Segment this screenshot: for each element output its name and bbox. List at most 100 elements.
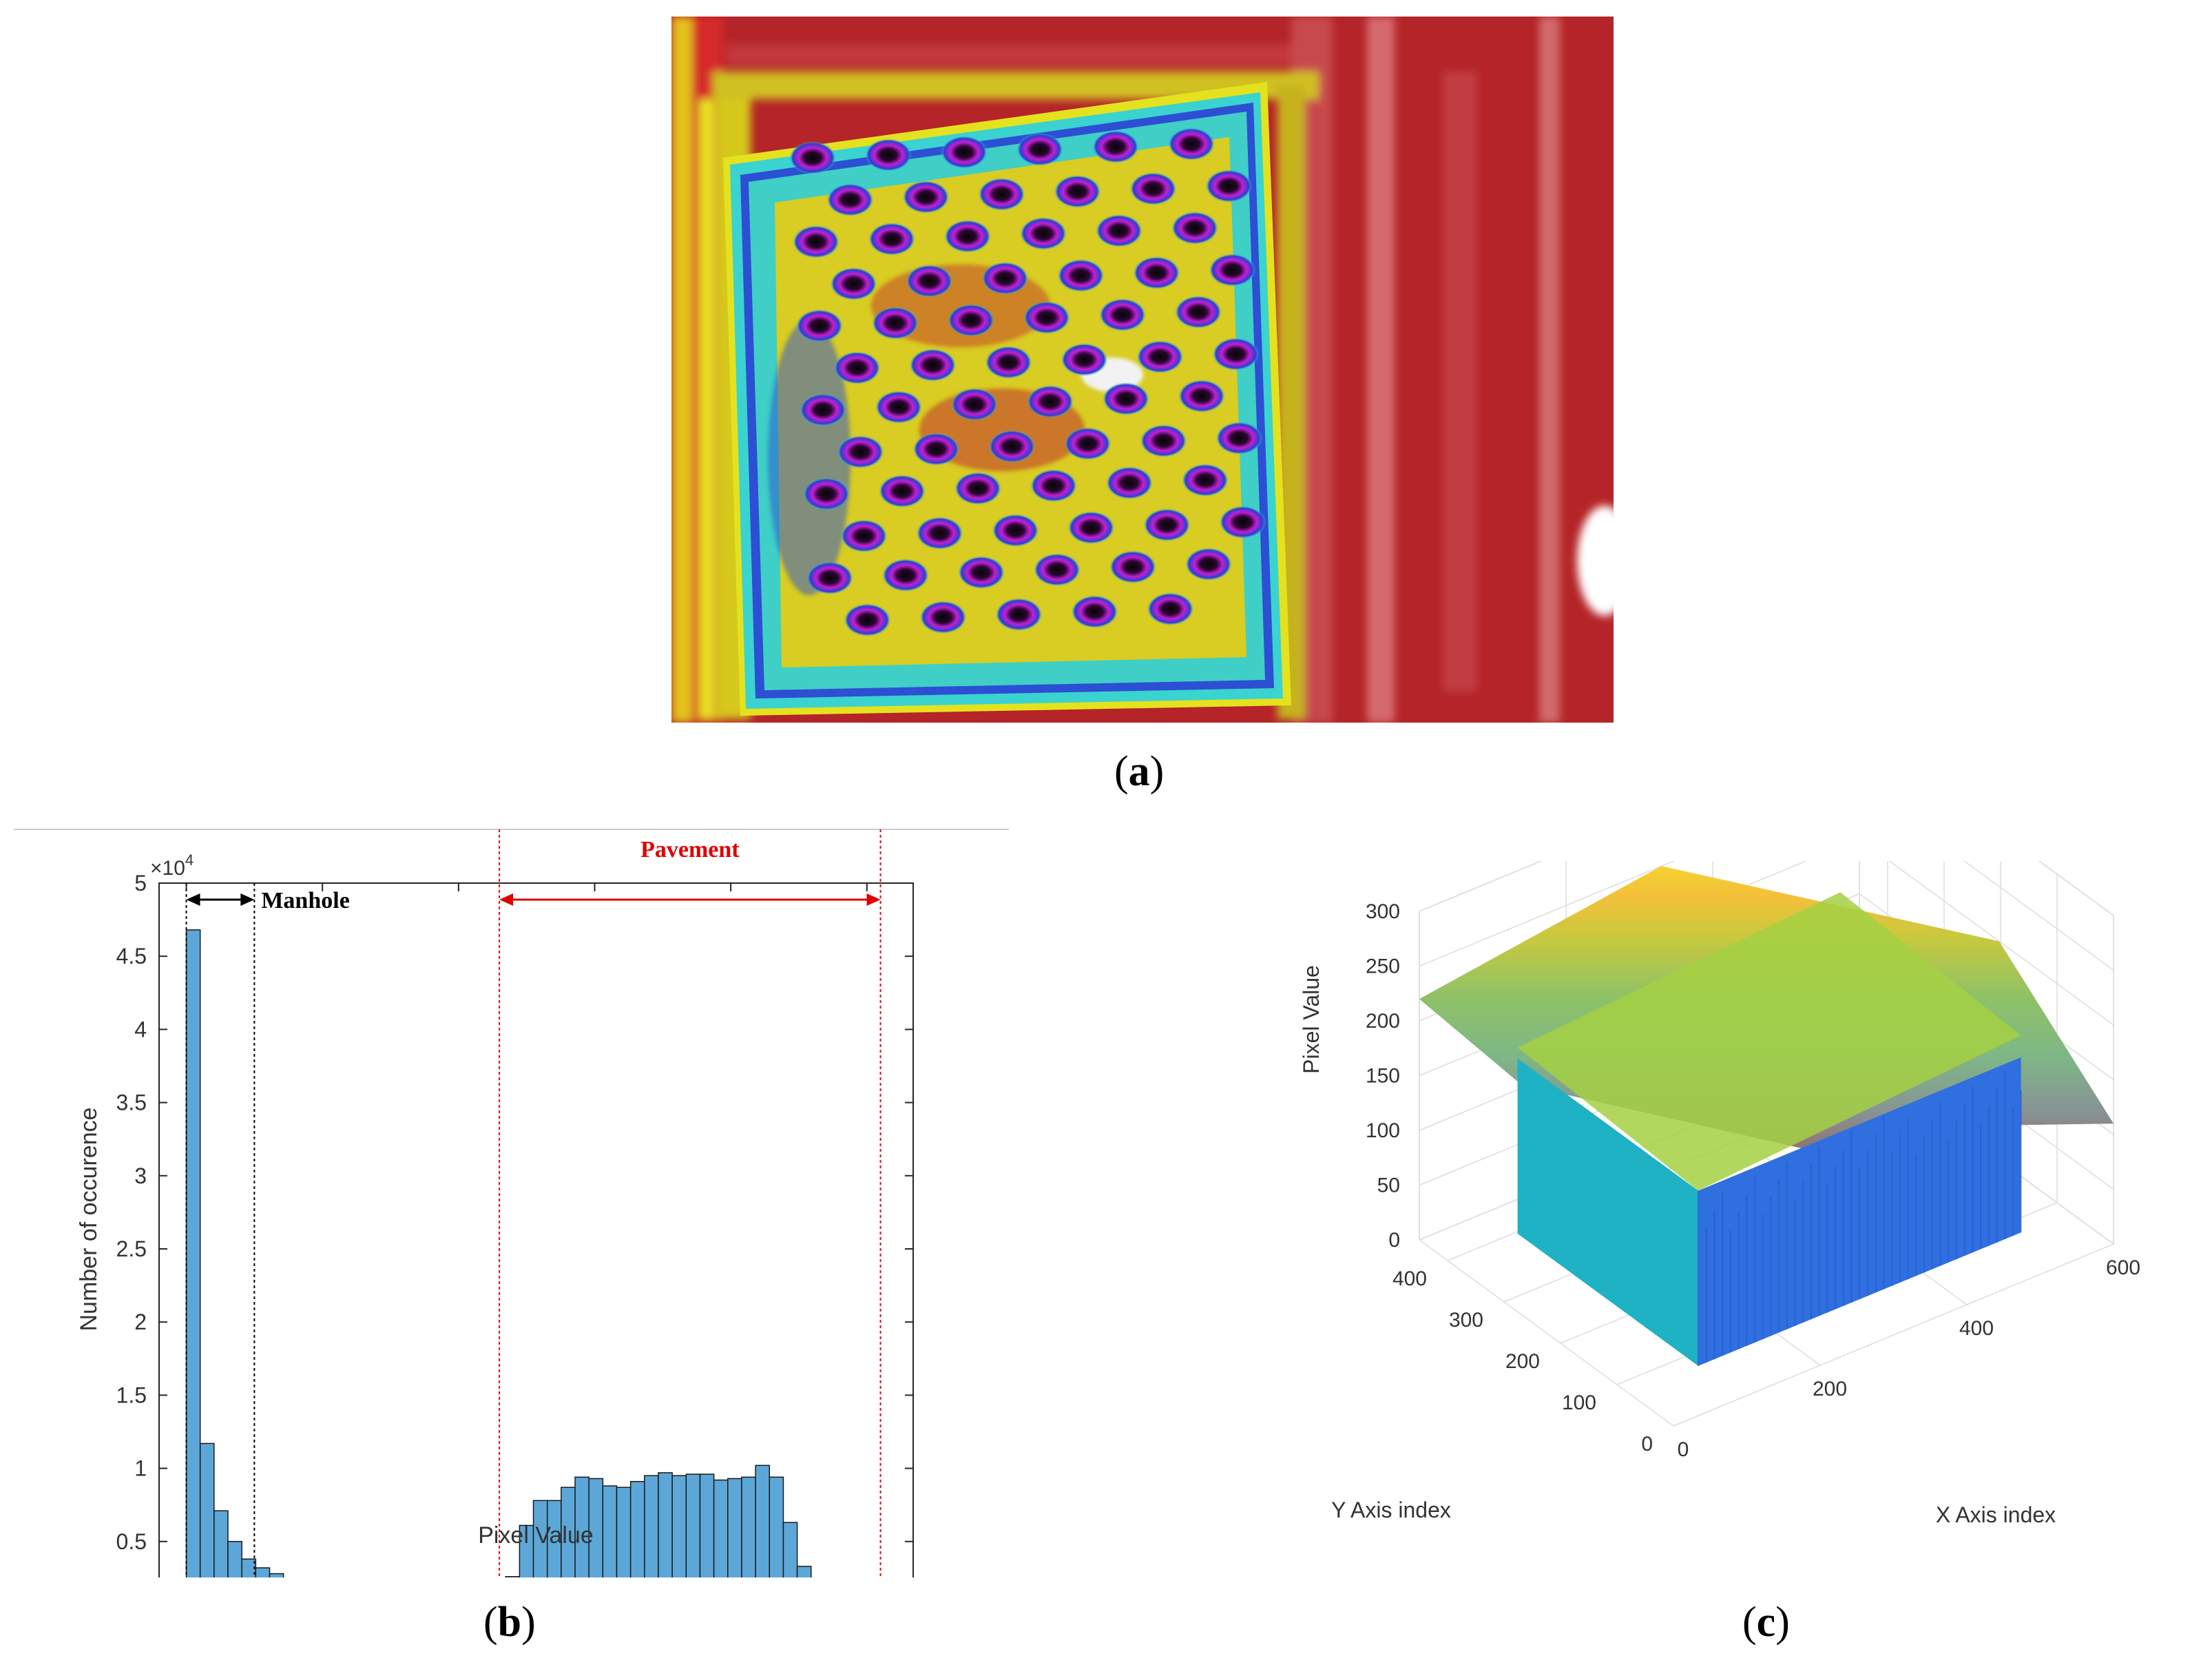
manhole-hole (1106, 466, 1153, 499)
x-tick-label: 200 (1813, 1378, 1847, 1400)
manhole-hole (879, 475, 926, 508)
plot-frame (158, 882, 914, 1615)
manhole-hole (1023, 301, 1070, 334)
z-tick-label: 0 (1388, 1229, 1400, 1252)
manhole-hole (919, 601, 967, 634)
histogram-bar (796, 1566, 812, 1615)
y-tick-label: 400 (1392, 1267, 1427, 1290)
manhole-hole (1136, 340, 1184, 373)
y-tick-label: 4 (134, 1017, 147, 1042)
histogram-bar (241, 1558, 257, 1615)
z-tick-label: 150 (1366, 1065, 1400, 1088)
x-tick-label: 0 (1678, 1438, 1689, 1461)
z-tick-label: 250 (1366, 955, 1400, 978)
manhole-holes (789, 127, 1266, 636)
histogram-bar (671, 1475, 687, 1615)
manhole-hole (1168, 127, 1215, 161)
manhole-hole (1016, 133, 1063, 166)
panel-c-caption: (c) (1742, 1599, 1790, 1646)
manhole-hole (875, 391, 922, 424)
manhole-grid-surface (1517, 892, 2021, 1191)
x-tick-label: 400 (1959, 1317, 1994, 1340)
manhole-wall-left (1517, 1058, 1698, 1366)
annotation-label: Pavement (640, 837, 740, 862)
manhole-hole (1129, 172, 1177, 205)
y-tick-label: 5 (134, 871, 147, 895)
thermal-image-panel (671, 17, 1632, 723)
manhole-hole (992, 514, 1039, 547)
y-tick-label: 4.5 (116, 944, 147, 969)
histogram-bar (699, 1473, 715, 1615)
y-tick-label: 2 (134, 1309, 147, 1334)
y-axis-ticks: 00.511.522.533.544.55 (116, 871, 913, 1627)
manhole-hole (793, 225, 839, 258)
x-axis-label: X Axis index (1936, 1502, 2056, 1527)
manhole-hole (830, 267, 877, 300)
annotation-label: Manhole (261, 888, 349, 913)
manhole-hole (826, 183, 874, 216)
manhole-hole (1103, 382, 1149, 415)
y-tick-label: 3 (134, 1163, 147, 1188)
manhole-hole (1212, 338, 1260, 371)
manhole-hole (1209, 253, 1256, 287)
histogram-bar (269, 1573, 284, 1615)
manhole-hole (796, 309, 843, 342)
histogram-bar (199, 1442, 215, 1615)
manhole-hole (800, 393, 846, 426)
panel-a-caption: (a) (1114, 748, 1165, 795)
manhole-hole (1215, 422, 1263, 455)
manhole-hole (803, 477, 850, 510)
manhole-hole (1109, 550, 1156, 583)
thermal-image (671, 17, 1632, 723)
manhole-hole (1140, 424, 1187, 457)
manhole-hole (995, 598, 1043, 631)
manhole-hole (789, 141, 836, 174)
y-axis-label: Number of occurence (76, 1107, 102, 1331)
manhole-hole (948, 304, 994, 337)
histogram-bar (782, 1522, 798, 1615)
histogram-bar (185, 929, 201, 1615)
z-tick-label: 200 (1366, 1010, 1400, 1033)
z-axis-label: Pixel Value (1299, 965, 1324, 1074)
histogram-bar (255, 1567, 271, 1615)
histogram-bar (685, 1473, 701, 1615)
histogram-bar (644, 1475, 659, 1615)
manhole-hole (1205, 169, 1253, 203)
histogram-bar (629, 1480, 645, 1615)
manhole-hole (837, 435, 884, 468)
x-tick-label: 600 (2106, 1256, 2140, 1279)
y-tick-label: 1.5 (116, 1383, 147, 1407)
histogram-bar (616, 1487, 632, 1615)
manhole-hole (954, 472, 1001, 505)
range-annotations: Manhole Pavement (185, 829, 881, 1615)
manhole-hole (833, 351, 881, 384)
manhole-hole (981, 262, 1029, 295)
manhole-hole (909, 349, 957, 382)
histogram-bar (727, 1478, 742, 1615)
surface-panel: 0 50 100 150 200 250 300 0 200 400 600 0 100 200 300 40… (1274, 729, 2212, 1550)
manhole-hole (1185, 548, 1232, 581)
histogram-bar (227, 1541, 242, 1615)
y-tick-label: 0.5 (116, 1529, 147, 1554)
histogram-bar (713, 1479, 729, 1615)
manhole-hole (1143, 508, 1191, 541)
manhole-hole (1057, 259, 1105, 292)
x-axis-label: Pixel Value (478, 1522, 594, 1549)
manhole-hole (1096, 214, 1142, 247)
surface-mesh (1419, 866, 2114, 1366)
manhole-hole (1020, 217, 1067, 250)
manhole-hole (1133, 256, 1180, 289)
manhole-hole (916, 517, 963, 550)
manhole-hole (844, 603, 891, 636)
y-tick-label: 0 (1641, 1433, 1653, 1456)
histogram-bar (658, 1472, 673, 1615)
histogram-bar (602, 1485, 618, 1615)
pavement-texture (671, 17, 1632, 723)
manhole-hole (1178, 380, 1225, 413)
manhole-hole (941, 136, 988, 169)
manhole-hole (958, 556, 1005, 589)
z-tick-label: 50 (1377, 1174, 1400, 1197)
manhole-hole (1099, 298, 1146, 331)
